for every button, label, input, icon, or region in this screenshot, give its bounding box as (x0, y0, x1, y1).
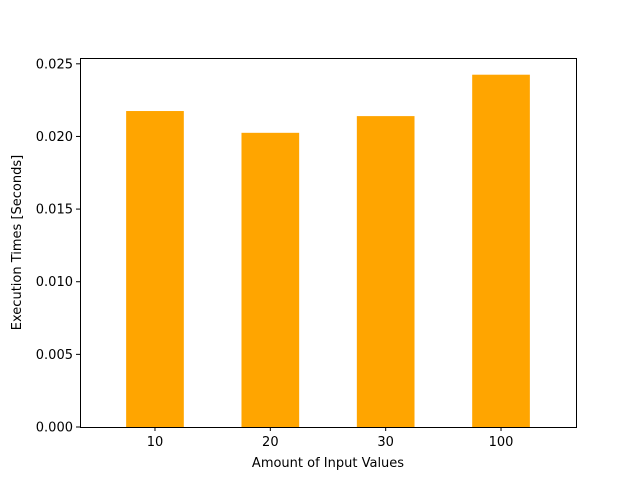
bars-group (126, 75, 530, 427)
y-axis-ticks: 0.000 0.005 0.010 0.015 0.020 0.025 (36, 57, 80, 435)
y-tick-label: 0.025 (36, 57, 73, 72)
bar-30 (357, 116, 415, 427)
y-tick-label: 0.005 (36, 348, 73, 363)
y-tick-label: 0.000 (36, 421, 73, 436)
y-tick-label: 0.020 (36, 130, 73, 145)
x-axis-ticks: 10 20 30 100 (147, 427, 514, 450)
bar-20 (241, 133, 299, 427)
y-tick-label: 0.010 (36, 275, 73, 290)
bar-10 (126, 111, 184, 427)
y-tick-label: 0.015 (36, 203, 73, 218)
y-axis-label: Execution Times [Seconds] (10, 155, 25, 330)
x-axis-label: Amount of Input Values (252, 456, 404, 471)
bar-100 (472, 75, 530, 427)
x-tick-label: 100 (489, 435, 514, 450)
x-tick-label: 10 (147, 435, 164, 450)
x-tick-label: 30 (377, 435, 394, 450)
x-tick-label: 20 (262, 435, 279, 450)
